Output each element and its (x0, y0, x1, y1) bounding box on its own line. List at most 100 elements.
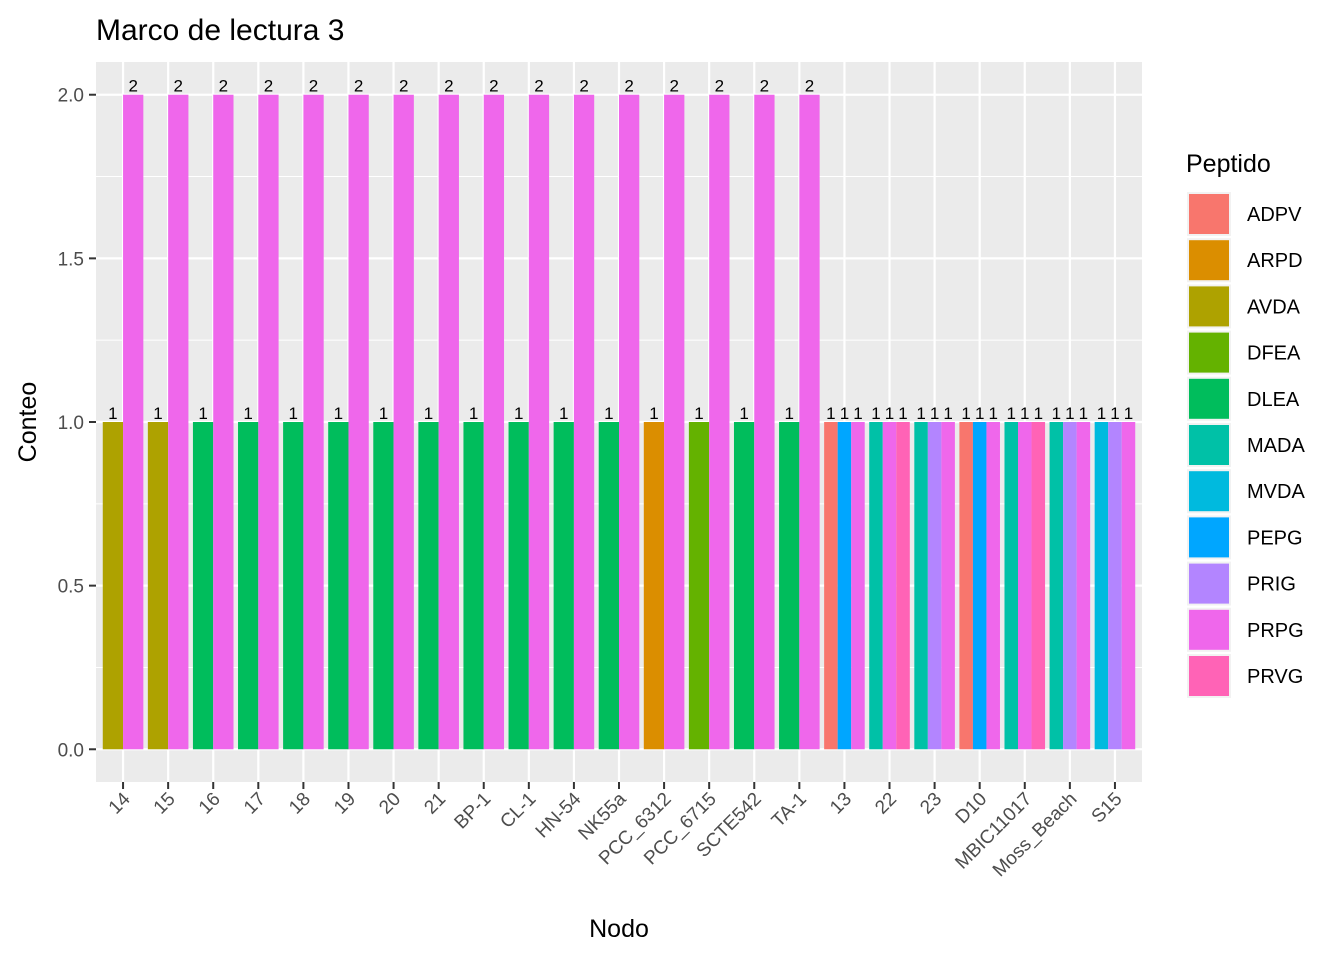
bar-value-label: 1 (840, 404, 849, 423)
bar-value-label: 1 (871, 404, 880, 423)
legend-swatch (1189, 194, 1229, 234)
y-axis: 0.0 0.5 1.0 1.5 2.0 (58, 86, 96, 761)
bar (1004, 422, 1019, 750)
x-axis: 14 15 16 17 18 19 20 21 BP-1 CL-1HN-54NK55aPCC_63… (105, 782, 1127, 881)
bar (348, 94, 369, 750)
bar-value-label: 2 (624, 77, 633, 96)
bar-value-label: 1 (469, 404, 478, 423)
x-tick-label: 13 (826, 789, 856, 819)
x-tick-label: 22 (871, 789, 901, 819)
bar-value-label: 2 (174, 77, 183, 96)
bar-value-label: 2 (669, 77, 678, 96)
legend-title: Peptido (1186, 150, 1271, 178)
x-tick-label: TA-1 (768, 789, 811, 832)
bar-value-label: 1 (1079, 404, 1088, 423)
bar (851, 422, 865, 750)
bar-value-label: 1 (826, 404, 835, 423)
bar (941, 422, 955, 750)
bar (418, 422, 439, 750)
legend-label: ARPD (1247, 250, 1303, 272)
bar (896, 422, 910, 750)
bar-value-label: 1 (424, 404, 433, 423)
legend-label: PEPG (1247, 527, 1303, 549)
bar-value-label: 2 (128, 77, 137, 96)
legend-label: PRIG (1247, 574, 1296, 596)
bar (754, 94, 775, 750)
bar-value-label: 2 (805, 77, 814, 96)
bar (959, 422, 973, 750)
bar (869, 422, 883, 750)
bar (123, 94, 144, 750)
bar-value-label: 1 (1034, 404, 1043, 423)
x-tick-label: 18 (285, 789, 315, 819)
bar-value-label: 2 (264, 77, 273, 96)
bar-value-label: 2 (354, 77, 363, 96)
x-tick-label: 21 (420, 789, 450, 819)
bar-value-label: 1 (916, 404, 925, 423)
x-tick-label: HN-54 (532, 788, 586, 842)
bar-value-label: 1 (1124, 404, 1133, 423)
x-axis-title: Nodo (589, 915, 649, 943)
bar (328, 422, 349, 750)
bar-value-label: 1 (379, 404, 388, 423)
bar (1108, 422, 1122, 750)
bar-value-label: 1 (930, 404, 939, 423)
bar-value-label: 1 (694, 404, 703, 423)
bar-value-label: 1 (559, 404, 568, 423)
bar (914, 422, 928, 750)
bar (102, 422, 124, 750)
legend-label: PRVG (1247, 666, 1303, 688)
legend-swatch (1189, 332, 1229, 373)
bar-value-label: 2 (760, 77, 769, 96)
bar (483, 94, 505, 750)
bar-value-label: 1 (1052, 404, 1061, 423)
legend-swatch (1189, 240, 1229, 281)
bar-value-label: 1 (853, 404, 862, 423)
bar-value-label: 1 (784, 404, 793, 423)
bar (882, 422, 897, 750)
bar (709, 94, 730, 750)
bar-value-label: 1 (1065, 404, 1074, 423)
bar (1018, 422, 1032, 750)
legend-swatch (1189, 425, 1229, 465)
legend-label: MVDA (1247, 481, 1305, 503)
bar (213, 94, 234, 750)
bar-value-label: 1 (604, 404, 613, 423)
legend-label: MADA (1247, 435, 1305, 457)
bar-value-label: 1 (153, 404, 162, 423)
bar-value-label: 2 (309, 77, 318, 96)
legend-swatch (1189, 286, 1229, 327)
bar (1063, 422, 1077, 750)
bar (147, 422, 169, 750)
y-tick-label: 0.5 (58, 577, 84, 598)
bar (986, 422, 1000, 750)
bar-value-label: 1 (334, 404, 343, 423)
y-axis-title: Conteo (14, 382, 42, 463)
bar (258, 94, 279, 750)
bars (102, 94, 1136, 750)
bar (1049, 422, 1064, 750)
x-tick-label: 20 (375, 789, 405, 819)
bar (664, 94, 685, 750)
bar (1094, 422, 1109, 750)
bar-value-label: 1 (1020, 404, 1029, 423)
x-tick-label: 16 (195, 789, 225, 819)
bar-value-label: 2 (534, 77, 543, 96)
x-tick-label: S15 (1088, 789, 1127, 828)
bar (393, 94, 414, 750)
bar (688, 422, 710, 750)
bar (1031, 422, 1046, 750)
legend-label: ADPV (1247, 204, 1302, 226)
bar (238, 422, 259, 750)
y-tick-label: 1.5 (58, 249, 84, 270)
bar-value-label: 1 (198, 404, 207, 423)
x-tick-label: 14 (105, 788, 135, 818)
bar (927, 422, 942, 750)
legend-label: AVDA (1247, 296, 1301, 318)
bar-value-label: 2 (399, 77, 408, 96)
legend-label: DLEA (1247, 389, 1300, 411)
bar-value-label: 1 (943, 404, 952, 423)
bar (168, 94, 189, 750)
